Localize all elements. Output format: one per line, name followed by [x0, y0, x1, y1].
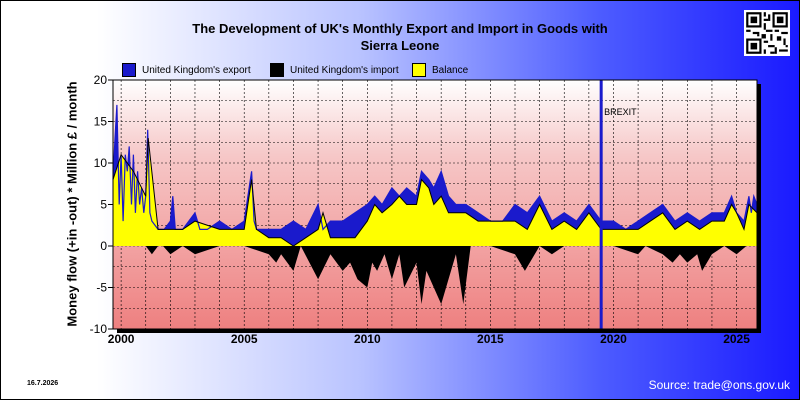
source-credit: Source: trade@ons.gov.uk	[648, 378, 790, 392]
chart-title-line-2: Sierra Leone	[360, 38, 440, 53]
date-stamp: 16.7.2026	[27, 380, 59, 387]
y-tick-label: 15	[94, 115, 108, 129]
series-area-balance	[113, 138, 757, 246]
x-tick-label: 2020	[600, 332, 627, 346]
x-tick-label: 2025	[723, 332, 750, 346]
y-tick-label: -10	[90, 322, 108, 336]
series-area-import	[113, 246, 757, 305]
series-line-export	[112, 104, 758, 231]
y-tick-label: 20	[94, 73, 108, 87]
x-tick-label: 2015	[477, 332, 504, 346]
y-tick-label: 0	[100, 239, 107, 253]
legend-swatch-import	[270, 63, 284, 77]
qr-code-graphic	[744, 10, 790, 56]
y-tick-label: 5	[100, 198, 107, 212]
legend-swatch-balance	[412, 63, 426, 77]
legend-label-export: United Kingdom's export	[142, 65, 251, 76]
chart-title-line-1: The Development of UK's Monthly Export a…	[192, 21, 608, 36]
x-tick-label: 2010	[354, 332, 381, 346]
x-tick-label: 2000	[108, 332, 135, 346]
series-line-balance	[112, 138, 758, 247]
legend-label-balance: Balance	[432, 65, 469, 76]
legend-label-import: United Kingdom's import	[290, 65, 399, 76]
legend-swatch-export	[122, 63, 136, 77]
x-tick-label: 2005	[231, 332, 258, 346]
brexit-label: BREXIT	[604, 107, 637, 117]
qr-code-icon	[744, 10, 790, 56]
y-tick-label: 10	[94, 156, 108, 170]
y-tick-label: -5	[96, 281, 107, 295]
chart-title: The Development of UK's Monthly Export a…	[130, 20, 670, 54]
